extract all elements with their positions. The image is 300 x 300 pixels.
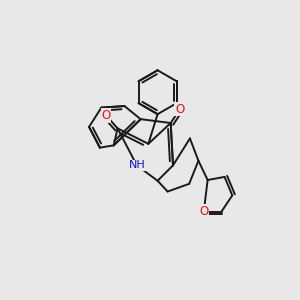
Text: O: O (199, 205, 208, 218)
Text: NH: NH (128, 160, 145, 170)
Text: O: O (101, 109, 111, 122)
Text: O: O (175, 103, 184, 116)
